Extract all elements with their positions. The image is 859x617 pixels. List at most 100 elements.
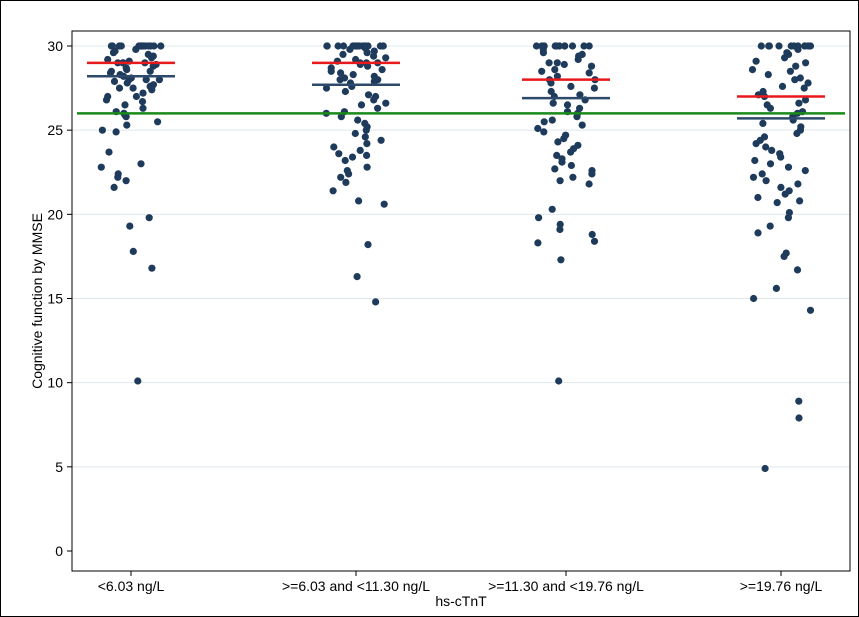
data-point bbox=[554, 138, 562, 146]
data-point bbox=[121, 101, 129, 109]
data-point bbox=[796, 197, 804, 205]
data-point bbox=[585, 42, 593, 50]
data-point bbox=[129, 84, 137, 92]
x-tick-label: >=6.03 and <11.30 ng/L bbox=[282, 578, 430, 594]
y-axis-title: Cognitive function by MMSE bbox=[29, 213, 45, 389]
data-point bbox=[777, 153, 785, 161]
data-point bbox=[576, 91, 584, 99]
data-point bbox=[110, 77, 119, 85]
data-point bbox=[339, 50, 347, 59]
data-point bbox=[138, 98, 147, 106]
data-point bbox=[548, 116, 556, 124]
data-point bbox=[155, 76, 163, 84]
data-point bbox=[588, 170, 596, 178]
data-point bbox=[364, 62, 372, 70]
data-point bbox=[148, 264, 156, 272]
data-point bbox=[532, 42, 541, 50]
data-point bbox=[784, 163, 793, 171]
data-point bbox=[123, 121, 131, 129]
data-point bbox=[102, 96, 111, 104]
data-point bbox=[556, 220, 564, 228]
data-point bbox=[374, 104, 382, 112]
data-point bbox=[126, 222, 134, 230]
data-point bbox=[590, 237, 599, 245]
data-point bbox=[754, 193, 762, 202]
data-point bbox=[372, 298, 380, 306]
data-point bbox=[804, 79, 812, 87]
data-point bbox=[157, 42, 165, 50]
y-tick-label: 15 bbox=[47, 291, 63, 307]
x-axis-title: hs-cTnT bbox=[435, 593, 487, 609]
data-point bbox=[555, 377, 563, 385]
data-point bbox=[117, 42, 125, 50]
data-point bbox=[549, 99, 557, 107]
data-point bbox=[370, 77, 378, 85]
data-point bbox=[573, 113, 581, 121]
data-point bbox=[148, 54, 156, 62]
data-point bbox=[341, 87, 349, 96]
data-point bbox=[772, 284, 781, 292]
data-point bbox=[762, 143, 770, 151]
data-point bbox=[363, 151, 371, 159]
data-point bbox=[351, 129, 359, 138]
data-point bbox=[768, 146, 776, 154]
data-point bbox=[555, 42, 564, 50]
data-point bbox=[363, 49, 371, 57]
data-point bbox=[330, 143, 338, 151]
y-tick-label: 0 bbox=[55, 543, 63, 559]
data-point bbox=[139, 89, 147, 97]
data-point bbox=[357, 101, 366, 109]
data-point bbox=[547, 79, 555, 87]
data-point bbox=[540, 128, 548, 136]
data-point bbox=[560, 135, 568, 143]
data-point bbox=[802, 59, 810, 67]
data-point bbox=[540, 118, 548, 126]
data-point bbox=[123, 79, 131, 87]
data-point bbox=[322, 84, 331, 92]
data-point bbox=[354, 116, 362, 124]
data-point bbox=[778, 82, 787, 90]
data-point bbox=[766, 104, 775, 112]
data-point bbox=[792, 62, 800, 70]
data-point bbox=[348, 153, 357, 161]
data-point bbox=[132, 45, 140, 54]
data-point bbox=[341, 156, 349, 165]
data-point bbox=[349, 71, 357, 79]
y-tick-label: 25 bbox=[47, 122, 63, 138]
data-point bbox=[781, 190, 789, 198]
data-point bbox=[145, 214, 153, 222]
data-point bbox=[336, 76, 344, 84]
data-point bbox=[382, 54, 390, 62]
data-point bbox=[791, 76, 799, 84]
data-point bbox=[765, 42, 774, 50]
grid-lines bbox=[72, 45, 850, 468]
data-point bbox=[364, 241, 372, 249]
data-point bbox=[112, 128, 120, 136]
data-point bbox=[145, 42, 153, 50]
data-point bbox=[378, 66, 386, 74]
data-point bbox=[380, 200, 388, 208]
data-point bbox=[801, 167, 809, 175]
data-point bbox=[585, 180, 593, 188]
x-axis: <6.03 ng/L >=6.03 and <11.30 ng/L >=11.30 … bbox=[98, 571, 822, 594]
data-point bbox=[109, 49, 118, 57]
data-point bbox=[750, 294, 758, 303]
data-point bbox=[551, 165, 559, 173]
data-point bbox=[538, 67, 546, 75]
data-point bbox=[122, 113, 130, 121]
data-point bbox=[337, 113, 345, 121]
data-point bbox=[590, 84, 599, 92]
data-point bbox=[115, 84, 124, 92]
data-point bbox=[551, 66, 559, 74]
data-point bbox=[364, 91, 373, 99]
data-point bbox=[376, 42, 384, 50]
data-point bbox=[334, 42, 342, 50]
data-point bbox=[132, 92, 140, 101]
data-point bbox=[534, 239, 542, 247]
data-point bbox=[122, 177, 130, 185]
data-point bbox=[346, 45, 354, 54]
data-point bbox=[535, 214, 543, 222]
data-point bbox=[794, 45, 802, 54]
data-point bbox=[148, 86, 156, 94]
